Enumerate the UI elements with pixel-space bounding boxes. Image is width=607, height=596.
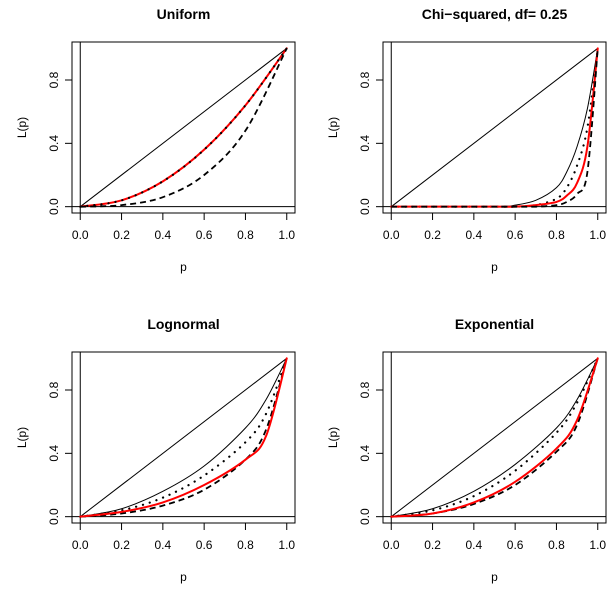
series-line-dashed: [391, 48, 599, 208]
x-tick-label: 0.4: [155, 538, 172, 552]
chart-panel-4: Exponential 0.0 0.2 0.4 0.6 0.8 1.0 0.0 0.4 0.8 p L…: [326, 316, 607, 584]
y-axis-label: L(p): [326, 427, 340, 448]
y-axis-label: L(p): [326, 117, 340, 138]
plot-frame: [382, 351, 607, 524]
y-axis-label: L(p): [15, 427, 29, 448]
y-axis-label: L(p): [15, 117, 29, 138]
x-tick-label: 1.0: [278, 538, 295, 552]
x-tick-label: 0.4: [155, 228, 172, 242]
x-tick-label: 0.8: [237, 538, 254, 552]
series-line-dotted: [79, 47, 288, 208]
series-line-dashed: [80, 358, 288, 518]
plot-frame: [71, 351, 296, 524]
y-tick-label: 0.4: [358, 135, 372, 152]
chart-title: Chi−squared, df= 0.25: [422, 6, 568, 22]
chart-panel-2: Chi−squared, df= 0.25 0.0 0.2 0.4 0.6 0.8 1.0 0…: [326, 6, 607, 274]
x-tick-label: 0.6: [507, 228, 524, 242]
chart-title: Lognormal: [147, 316, 219, 332]
series-line-solid-thin: [390, 357, 599, 518]
series-line-solid-thin-2: [80, 358, 288, 518]
y-tick-label: 0.0: [358, 198, 372, 215]
x-tick-label: 1.0: [278, 228, 295, 242]
x-tick-label: 0.2: [424, 228, 441, 242]
series-line-solid-thin-2: [391, 358, 599, 518]
x-tick-label: 0.6: [196, 538, 213, 552]
x-axis-label: p: [180, 260, 187, 274]
x-tick-label: 0.0: [72, 228, 89, 242]
series-line-dotted: [390, 357, 599, 518]
y-tick-label: 0.4: [358, 445, 372, 462]
x-tick-label: 0.8: [548, 228, 565, 242]
x-tick-label: 0.6: [507, 538, 524, 552]
x-tick-label: 0.2: [113, 538, 130, 552]
series-line-solid-thin: [79, 357, 288, 518]
series-line-solid-thin: [390, 47, 599, 208]
series-line-solid-thin: [79, 47, 288, 208]
chart-title: Exponential: [455, 316, 534, 332]
x-tick-label: 0.6: [196, 228, 213, 242]
x-tick-label: 0.4: [466, 228, 483, 242]
x-tick-label: 1.0: [589, 538, 606, 552]
plot-frame: [71, 41, 296, 214]
series-line-solid-red: [390, 357, 599, 518]
x-axis-label: p: [180, 570, 187, 584]
y-tick-label: 0.0: [358, 508, 372, 525]
x-tick-label: 0.8: [237, 228, 254, 242]
series-line-solid-red: [79, 357, 288, 518]
y-tick-label: 0.0: [47, 508, 61, 525]
y-tick-label: 0.8: [47, 71, 61, 88]
x-tick-label: 0.0: [383, 538, 400, 552]
series-line-dotted: [79, 357, 288, 518]
series-line-dashed: [80, 47, 288, 208]
x-axis-label: p: [491, 570, 498, 584]
x-axis-label: p: [491, 260, 498, 274]
x-tick-label: 0.4: [466, 538, 483, 552]
x-tick-label: 0.0: [72, 538, 89, 552]
chart-title: Uniform: [157, 6, 211, 22]
x-tick-label: 0.2: [113, 228, 130, 242]
x-tick-label: 0.0: [383, 228, 400, 242]
y-tick-label: 0.4: [47, 445, 61, 462]
y-tick-label: 0.4: [47, 135, 61, 152]
chart-panel-3: Lognormal 0.0 0.2 0.4 0.6 0.8 1.0 0.0 0.4 0.8 p L(p…: [15, 316, 296, 584]
chart-panel-1: Uniform 0.0 0.2 0.4 0.6 0.8 1.0 0.0 0.4 0.8 p L(p): [15, 6, 296, 274]
y-tick-label: 0.8: [358, 71, 372, 88]
y-tick-label: 0.8: [358, 381, 372, 398]
x-tick-label: 1.0: [589, 228, 606, 242]
y-tick-label: 0.0: [47, 198, 61, 215]
y-tick-label: 0.8: [47, 381, 61, 398]
x-tick-label: 0.8: [548, 538, 565, 552]
x-tick-label: 0.2: [424, 538, 441, 552]
plot-frame: [382, 41, 607, 214]
